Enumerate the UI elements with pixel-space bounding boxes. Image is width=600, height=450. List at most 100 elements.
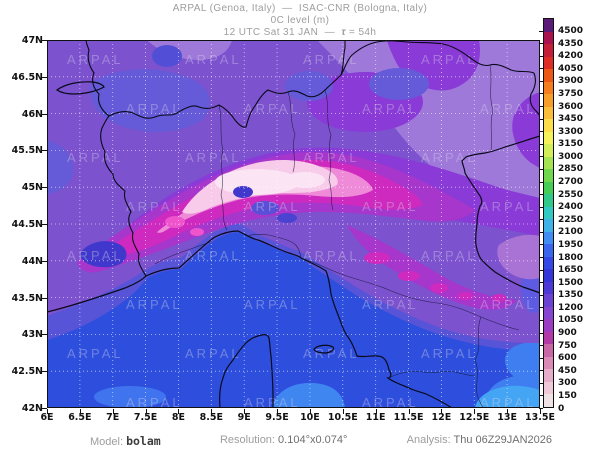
x-axis-tick-label: 11E: [365, 412, 386, 423]
y-axis-tick: [41, 334, 47, 336]
colorbar-tick: [539, 206, 543, 208]
arpal-watermark: ARPAL: [421, 150, 478, 165]
x-axis-tick: [441, 409, 443, 414]
y-axis-tick: [41, 76, 47, 78]
x-axis-tick: [507, 409, 509, 414]
arpal-watermark: ARPAL: [67, 346, 124, 361]
colorbar-tick: [539, 80, 543, 82]
x-axis-tick-label: 10E: [300, 412, 320, 423]
y-axis-tick-label: 47N: [21, 35, 43, 46]
colorbar-tick: [539, 231, 543, 233]
colorbar-segment: [544, 356, 553, 370]
x-axis-tick-label: 9E: [237, 412, 251, 423]
chart-title-validtime: 12 UTC Sat 31 JAN — τ = 54h: [223, 27, 377, 38]
arpal-watermark: ARPAL: [185, 52, 242, 67]
colorbar-tick-label: 4050: [558, 63, 584, 74]
x-axis-tick: [211, 409, 213, 414]
arpal-watermark: ARPAL: [244, 199, 301, 214]
colorbar-segment: [544, 181, 553, 195]
colorbar-segment: [544, 231, 553, 245]
colorbar-segment: [544, 206, 553, 220]
x-axis-tick: [309, 409, 311, 414]
colorbar-tick-label: 1500: [558, 277, 584, 288]
arpal-watermark: ARPAL: [67, 52, 124, 67]
y-axis-tick-label: 46.5N: [11, 71, 43, 83]
x-axis-tick: [47, 409, 48, 414]
colorbar-segment: [544, 219, 553, 232]
x-axis-tick-label: 6E: [40, 412, 54, 423]
y-axis-tick: [41, 371, 47, 373]
colorbar-tick-label: 3150: [558, 139, 584, 150]
colorbar-tick: [539, 282, 543, 284]
colorbar-tick-label: 2250: [558, 214, 584, 225]
national-borders: [85, 40, 540, 277]
colorbar-tick-label: 1200: [558, 302, 584, 313]
colorbar-tick-label: 3900: [558, 76, 584, 87]
colorbar-tick: [539, 408, 543, 409]
colorbar-segment: [544, 244, 553, 257]
arpal-watermark: ARPAL: [480, 101, 537, 116]
x-axis-tick-label: 7.5E: [133, 412, 158, 423]
colorbar-tick: [539, 168, 543, 170]
colorbar-tick: [539, 319, 543, 321]
colorbar-segment: [544, 69, 553, 82]
arpal-watermark: ARPAL: [480, 395, 537, 408]
colorbar-tick: [539, 219, 543, 221]
model-name: bolam: [126, 434, 161, 448]
arpal-watermark: ARPAL: [303, 346, 360, 361]
footer-analysis: Analysis: Thu 06Z29JAN2026: [406, 434, 552, 446]
colorbar-segment: [544, 294, 553, 307]
colorbar-segment: [544, 369, 553, 382]
arpal-watermark: ARPAL: [67, 248, 124, 263]
colorbar-tick: [539, 269, 543, 271]
x-axis-tick-label: 9.5E: [265, 412, 289, 423]
colorbar-tick-label: 1950: [558, 239, 584, 250]
colorbar-tick: [539, 382, 543, 384]
colorbar-segment: [544, 194, 553, 207]
colorbar-segment: [544, 281, 553, 295]
y-axis-tick-label: 45N: [21, 182, 43, 194]
regional-borders: [154, 64, 520, 408]
colorbar-tick-label: 1050: [558, 315, 584, 326]
colorbar-segment: [544, 344, 553, 357]
y-axis-tick: [41, 187, 47, 189]
colorbar-tick-label: 1650: [558, 265, 584, 276]
colorbar-tick: [539, 370, 543, 372]
x-axis-tick: [342, 409, 344, 414]
colorbar-tick-label: 900: [558, 328, 577, 339]
colorbar-segment: [544, 81, 553, 95]
colorbar-tick: [539, 118, 543, 120]
tau-symbol: τ: [341, 27, 346, 38]
colorbar-tick: [539, 332, 543, 334]
y-axis-tick-label: 46N: [21, 108, 43, 120]
colorbar-segment: [544, 106, 553, 120]
arpal-watermark: ARPAL: [421, 52, 478, 67]
colorbar-tick: [539, 194, 543, 196]
x-axis-tick-label: 7E: [106, 412, 120, 423]
colorbar-tick-label: 4350: [558, 38, 584, 49]
colorbar-segment: [544, 394, 553, 407]
contour-map: ARPAL ARPAL ARPAL ARPAL ARPAL ARPAL ARPAL ARPAL…: [47, 40, 540, 408]
x-axis-tick-label: 12E: [431, 412, 452, 423]
colorbar-tick: [539, 131, 543, 133]
colorbar-tick-label: 450: [558, 365, 577, 376]
chart-title-field: 0C level (m): [270, 15, 330, 26]
arpal-watermark: ARPAL: [185, 248, 242, 263]
x-axis-tick: [277, 409, 279, 414]
colorbar-segment: [544, 94, 553, 107]
arpal-watermark: ARPAL: [362, 101, 419, 116]
colorbar-tick-label: 3600: [558, 101, 584, 112]
colorbar-segment: [544, 156, 553, 170]
colorbar-tick: [539, 30, 543, 32]
arpal-watermark: ARPAL: [480, 199, 537, 214]
y-axis-tick: [41, 40, 47, 41]
arpal-watermark: ARPAL: [421, 346, 478, 361]
y-axis-tick: [41, 150, 47, 152]
colorbar-tick: [539, 294, 543, 296]
colorbar-segment: [544, 144, 553, 157]
colorbar-tick-label: 3000: [558, 151, 584, 162]
arpal-watermark: ARPAL: [303, 150, 360, 165]
colorbar-tick-label: 300: [558, 378, 577, 389]
x-axis-tick: [244, 409, 246, 414]
